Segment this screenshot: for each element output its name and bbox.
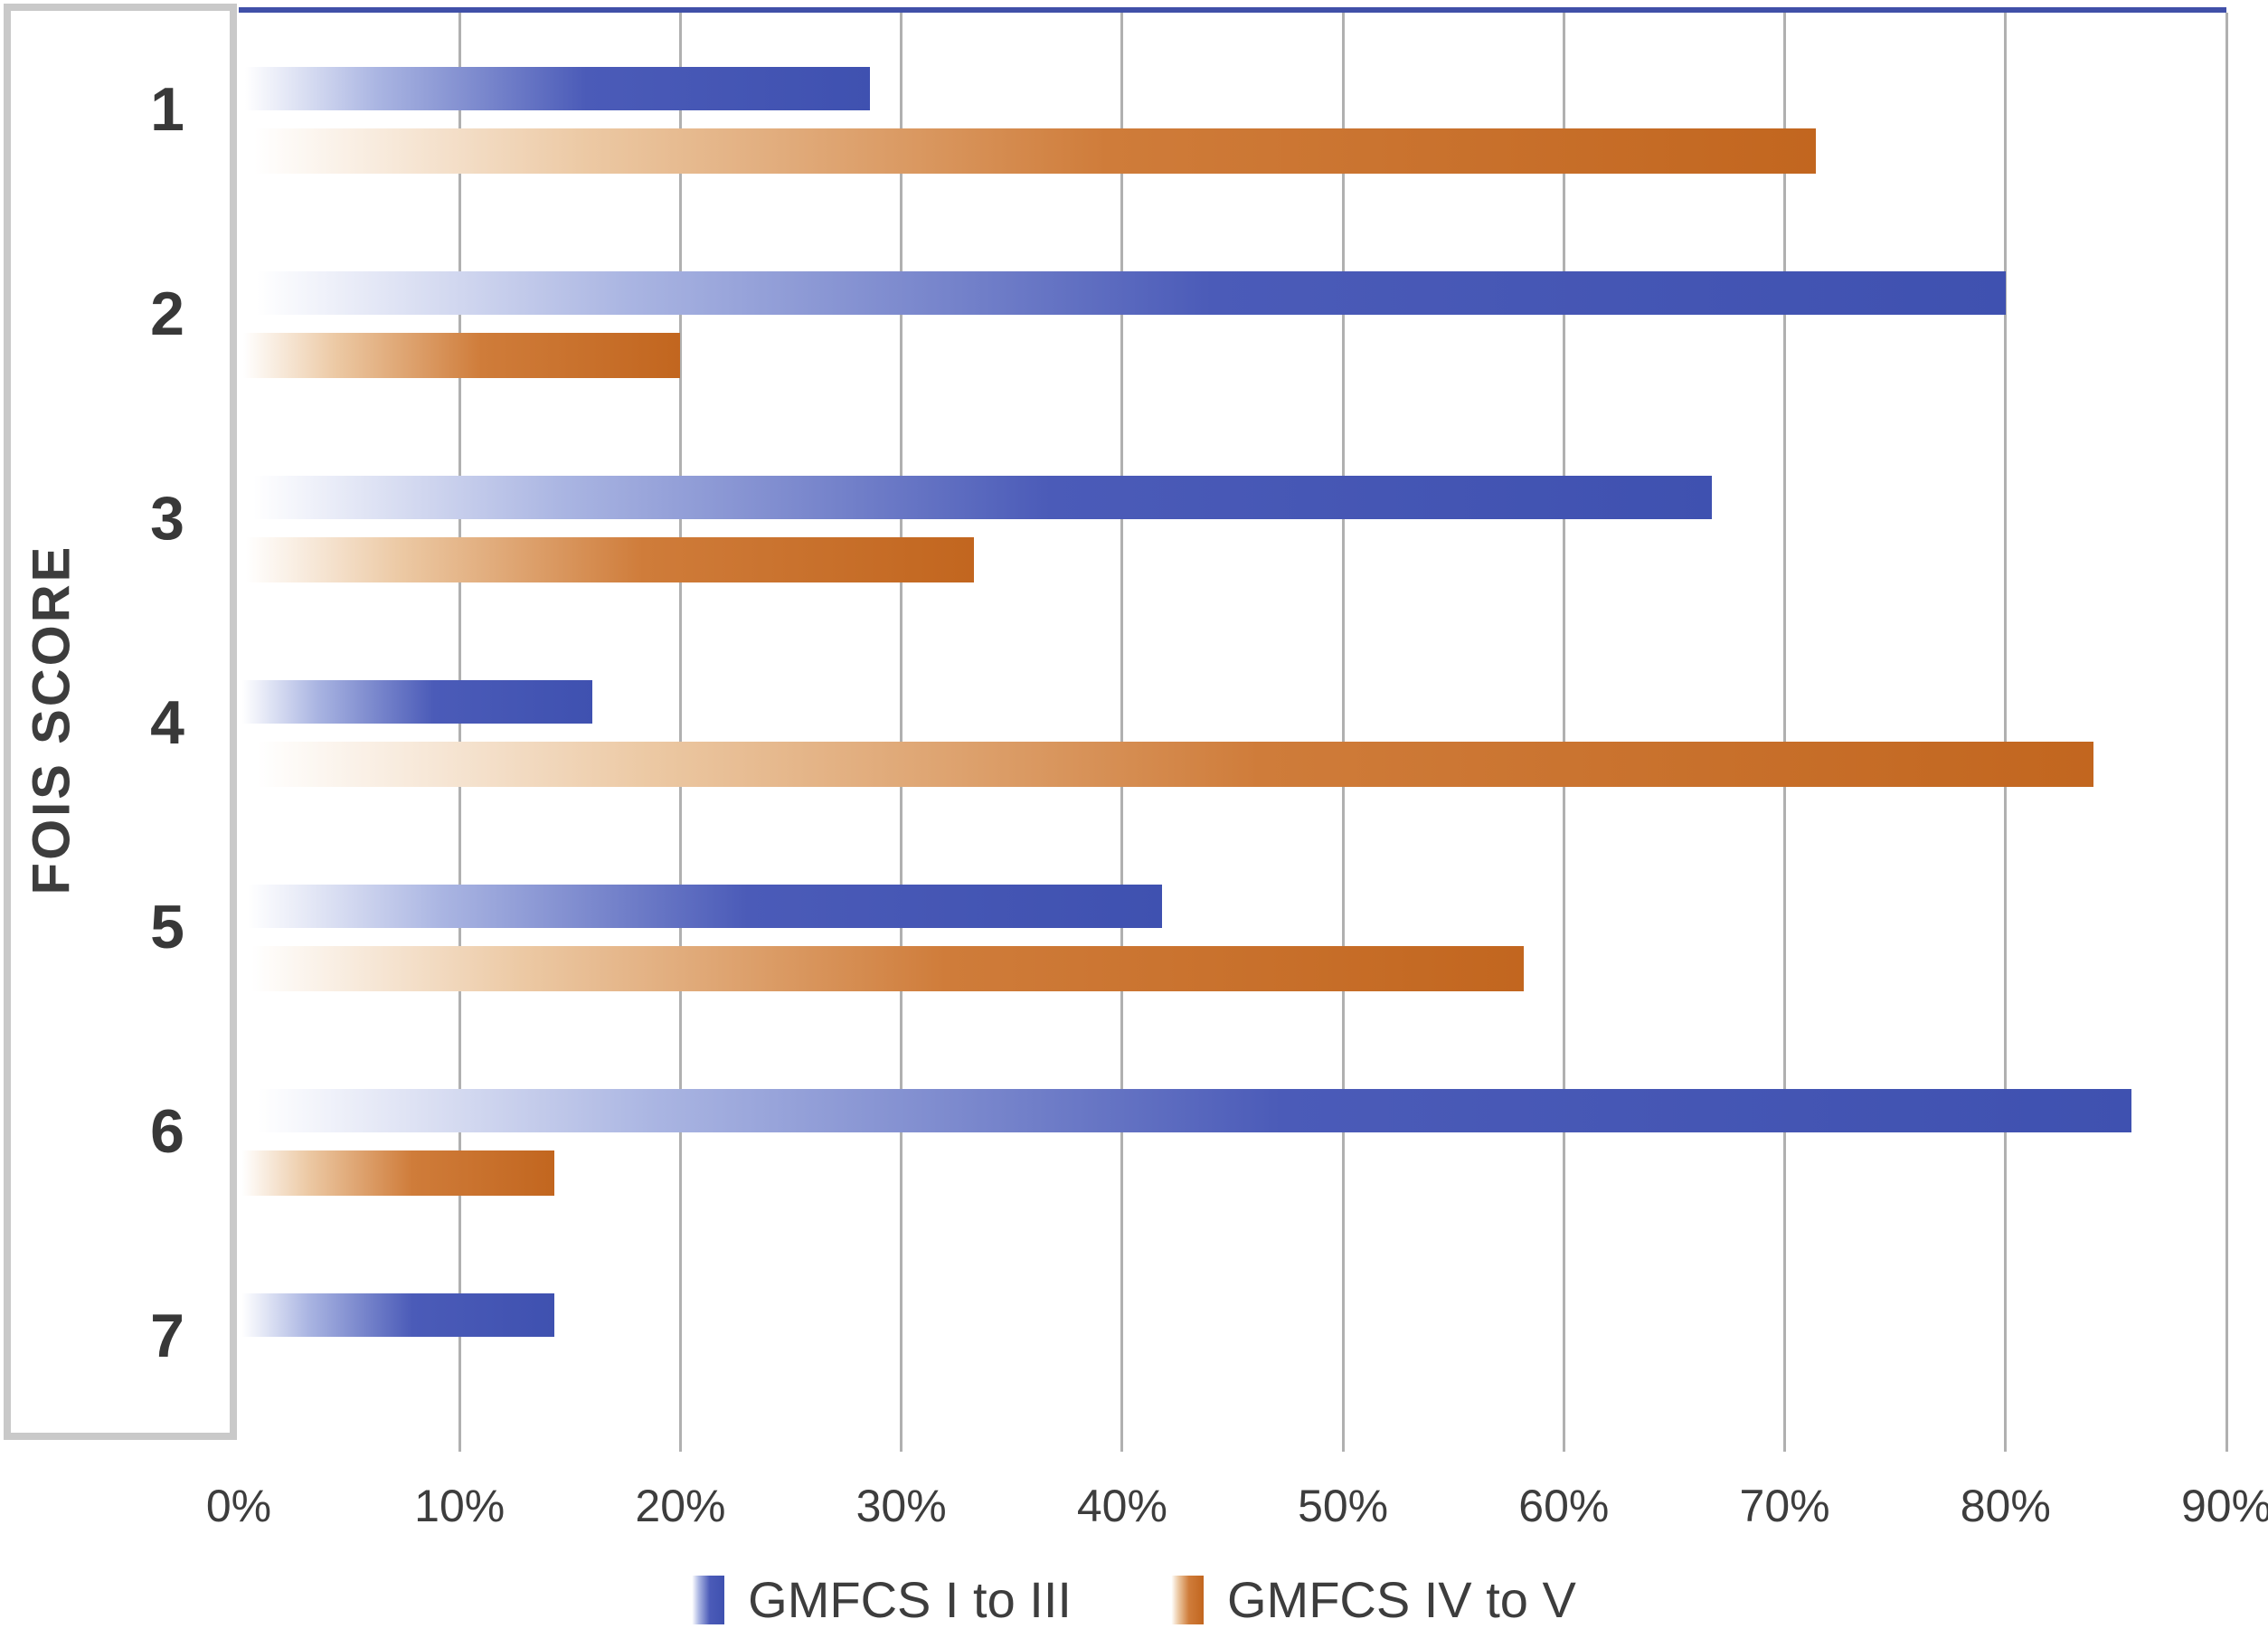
bar-series0-fois-5 [239,885,1162,928]
gridline [900,13,903,1452]
bar-series1-fois-6 [239,1150,555,1196]
legend-swatch-blue-icon [692,1575,725,1624]
bar-series0-fois-1 [239,67,871,110]
legend: GMFCS I to III GMFCS IV to V [0,1570,2268,1629]
x-tick-60%: 60% [1518,1481,1610,1531]
bar-series0-fois-6 [239,1089,2131,1132]
bar-series1-fois-1 [239,128,1816,174]
gridline [1562,13,1565,1452]
legend-item-gmfcs-i-iii: GMFCS I to III [692,1570,1072,1629]
bar-series0-fois-4 [239,680,592,724]
x-tick-10%: 10% [414,1481,506,1531]
category-label-2: 2 [150,279,184,348]
x-tick-20%: 20% [635,1481,726,1531]
gridline [1783,13,1787,1452]
gridline [2225,13,2228,1452]
x-tick-70%: 70% [1739,1481,1830,1531]
bar-series1-fois-5 [239,946,1525,991]
category-label-5: 5 [150,893,184,961]
legend-label-gmfcs-iv-v: GMFCS IV to V [1226,1571,1576,1628]
category-label-4: 4 [150,688,184,757]
bar-series1-fois-3 [239,537,975,582]
gridline [458,13,461,1452]
bar-series0-fois-2 [239,271,2006,315]
bar-series0-fois-7 [239,1293,555,1337]
legend-swatch-orange-icon [1170,1575,1204,1624]
gridline [678,13,682,1452]
gridline [2004,13,2008,1452]
x-tick-50%: 50% [1298,1481,1389,1531]
bar-series1-fois-2 [239,333,681,378]
legend-item-gmfcs-iv-v: GMFCS IV to V [1170,1570,1576,1629]
legend-label-gmfcs-i-iii: GMFCS I to III [748,1571,1072,1628]
plot-area [239,7,2226,1439]
category-label-3: 3 [150,484,184,553]
y-axis-area: FOIS SCORE [4,4,237,1440]
category-label-1: 1 [150,75,184,144]
bar-series1-fois-4 [239,742,2094,787]
plot-top-border [239,7,2226,13]
x-tick-80%: 80% [1960,1481,2051,1531]
category-label-6: 6 [150,1097,184,1166]
category-label-7: 7 [150,1302,184,1370]
bar-series0-fois-3 [239,476,1712,519]
x-tick-0%: 0% [205,1481,272,1531]
gridline [1120,13,1124,1452]
y-axis-title: FOIS SCORE [22,544,81,895]
x-tick-30%: 30% [855,1481,947,1531]
gridline [1341,13,1345,1452]
x-tick-40%: 40% [1076,1481,1167,1531]
x-tick-90%: 90% [2180,1481,2268,1531]
